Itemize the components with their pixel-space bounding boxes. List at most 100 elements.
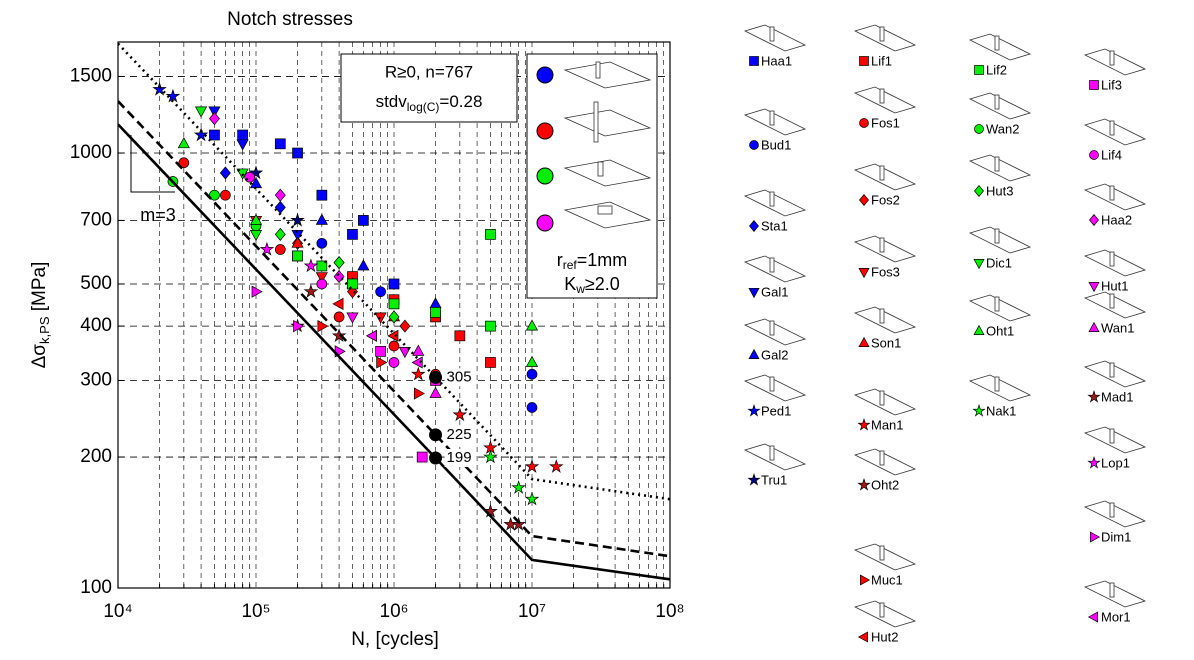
point: [303, 284, 319, 298]
point: [293, 320, 305, 333]
legend: Haa1 Bud1 Sta1 Gal1 Gal2 Ped1 Tru1 Lif1 Fos1 Fos2…: [743, 24, 1147, 644]
reference-point: [429, 370, 443, 384]
point: [525, 355, 539, 367]
point: [274, 244, 286, 255]
point: [236, 139, 249, 151]
specimen-attachment: [879, 88, 885, 104]
point: [332, 297, 344, 310]
point: [375, 286, 386, 298]
legend-marker: [858, 268, 870, 279]
specimen-drawing: [743, 255, 807, 283]
legend-marker: [748, 288, 760, 299]
point: [331, 328, 347, 342]
point: [193, 127, 209, 142]
specimen-drawing: [853, 163, 917, 191]
legend-label: Gal1: [761, 284, 788, 299]
legend-label: Muc1: [871, 572, 903, 587]
legend-label: Lop1: [1101, 455, 1130, 470]
legend-marker: [857, 478, 871, 491]
specimen-drawing: [1083, 580, 1147, 608]
design-curve: [118, 100, 670, 558]
point: [413, 387, 426, 400]
legend-label: Dic1: [986, 255, 1012, 270]
point: [549, 459, 564, 473]
legend-marker: [860, 574, 871, 586]
legend-marker: [859, 118, 869, 128]
point: [388, 357, 400, 368]
y-unit: [MPa]: [29, 262, 50, 317]
y-tick-label: 200: [80, 446, 112, 467]
point: [525, 319, 539, 331]
point: [388, 310, 400, 324]
point: [485, 357, 496, 368]
legend-marker: [749, 220, 759, 232]
specimen-attachment: [1109, 293, 1115, 309]
legend-marker: [1087, 611, 1098, 623]
specimen-attachment: [1109, 120, 1115, 136]
reference-label: 305: [447, 368, 472, 385]
specimen-drawing: [853, 86, 917, 114]
point: [209, 189, 220, 201]
legend-label: Dim1: [1101, 529, 1131, 544]
y-tick-label: 1000: [70, 142, 112, 163]
specimen-drawing: [743, 189, 807, 217]
legend-marker: [749, 56, 759, 66]
point: [315, 213, 328, 225]
x-tick-label: 10⁸: [655, 601, 684, 622]
specimen-attachment: [994, 35, 1000, 51]
legend-label: Bud1: [761, 137, 791, 152]
point: [292, 147, 303, 159]
label-bg: [444, 368, 475, 387]
point: [429, 386, 442, 398]
legend-marker: [747, 473, 761, 486]
specimen-drawing: [1083, 500, 1147, 528]
specimen-attachment: [769, 376, 775, 392]
y-tick-label: 300: [80, 369, 112, 390]
legend-marker: [974, 124, 984, 134]
legend-label: Nak1: [986, 403, 1016, 418]
point: [209, 112, 220, 126]
legend-label: Wan2: [986, 121, 1019, 136]
point: [177, 137, 190, 149]
legend-label: Lif4: [1101, 147, 1122, 162]
legend-marker: [1090, 531, 1101, 543]
r: r: [557, 250, 563, 270]
specimen-drawing: [968, 154, 1032, 182]
legend-marker: [1087, 390, 1101, 403]
legend-marker: [1089, 80, 1099, 90]
specimen-attachment: [1109, 50, 1115, 66]
point: [524, 459, 540, 473]
specimen-attachment: [994, 156, 1000, 172]
reference-label: 225: [447, 426, 472, 443]
point: [194, 106, 208, 118]
legend-label: Hut3: [986, 183, 1013, 198]
geometry-marker: [536, 66, 554, 84]
legend-marker: [858, 336, 870, 347]
specimen-drawing: [743, 24, 807, 52]
point: [333, 311, 345, 323]
stdv-sub: log(C): [407, 100, 440, 114]
specimen-drawing: [1083, 118, 1147, 146]
point: [483, 449, 498, 464]
legend-marker: [972, 404, 986, 417]
legend-label: Fos2: [871, 192, 900, 207]
specimen-attachment: [879, 237, 885, 253]
specimen-drawing: [853, 306, 917, 334]
legend-label: Hut2: [871, 629, 898, 644]
point: [209, 129, 220, 141]
specimen-drawing: [853, 600, 917, 628]
legend-label: Mad1: [1101, 389, 1134, 404]
point: [375, 345, 386, 357]
point: [387, 329, 399, 342]
legend-label: Lif1: [871, 53, 892, 68]
specimen-attachment: [994, 376, 1000, 392]
point: [412, 344, 425, 356]
point: [376, 356, 388, 369]
legend-label: Wan1: [1101, 320, 1134, 335]
legend-label: Gal2: [761, 347, 788, 362]
point: [333, 256, 345, 270]
x-tick-label: 10⁷: [518, 601, 546, 622]
point: [347, 229, 358, 240]
point: [220, 189, 231, 201]
